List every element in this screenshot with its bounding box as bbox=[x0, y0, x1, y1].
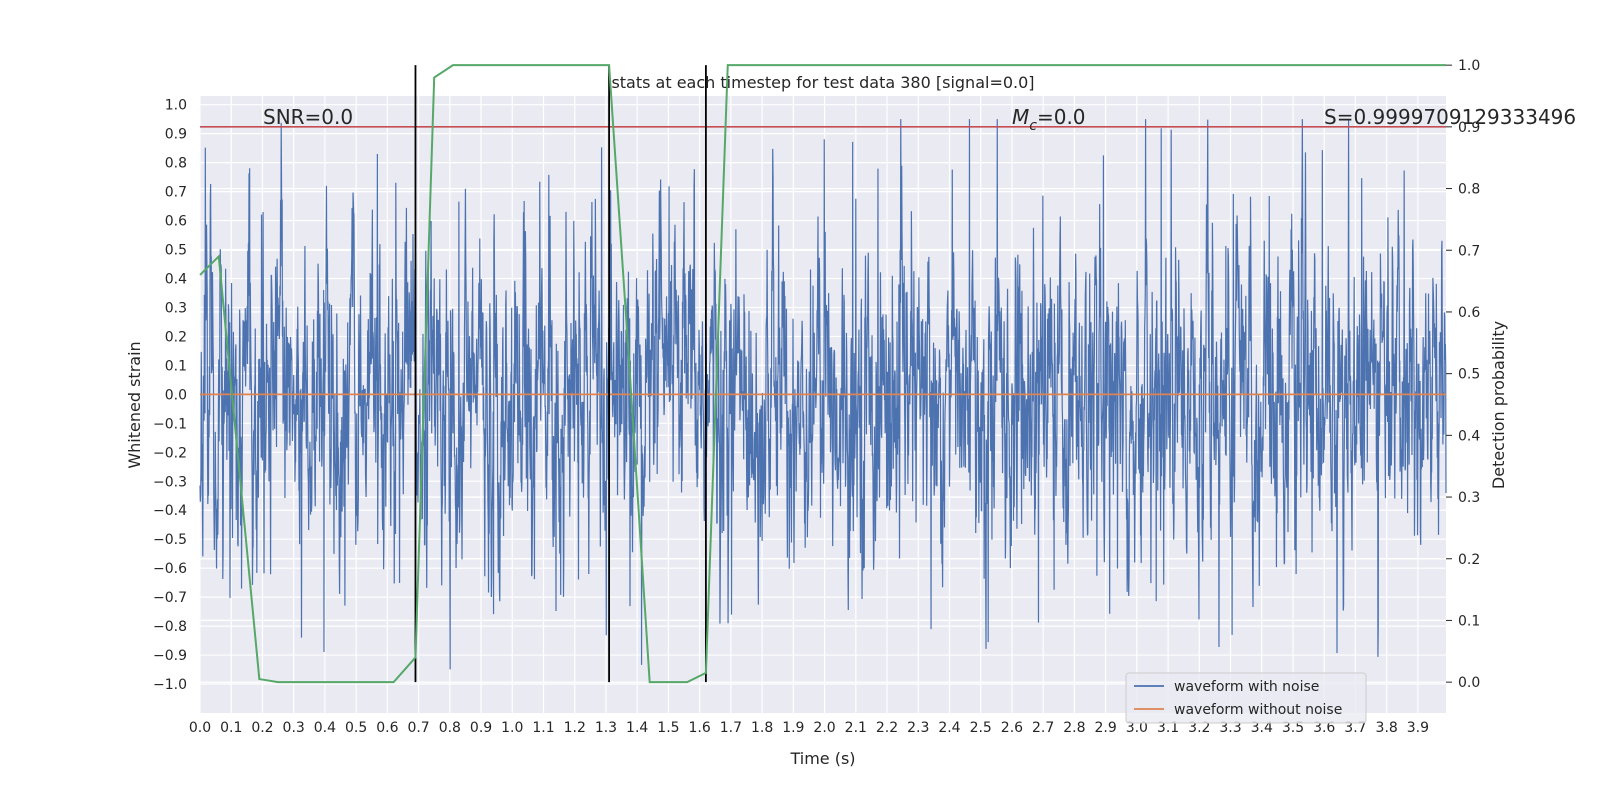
x-tick-label: 1.2 bbox=[564, 720, 586, 736]
x-tick-label: 0.1 bbox=[220, 720, 242, 736]
x-tick-label: 3.2 bbox=[1188, 720, 1210, 736]
y2-tick-label: 0.6 bbox=[1458, 305, 1480, 321]
y2-tick-label: 1.0 bbox=[1458, 58, 1480, 74]
y-tick-label: −0.4 bbox=[153, 503, 187, 519]
x-tick-label: 3.6 bbox=[1313, 720, 1335, 736]
y-tick-label: 0.5 bbox=[165, 243, 187, 259]
y-tick-label: −0.9 bbox=[153, 648, 187, 664]
x-tick-label: 0.2 bbox=[251, 720, 273, 736]
x-tick-label: 2.0 bbox=[813, 720, 835, 736]
x-tick-label: 3.0 bbox=[1126, 720, 1148, 736]
mc-value: =0.0 bbox=[1037, 105, 1086, 129]
y-tick-label: −0.3 bbox=[153, 474, 187, 490]
y2-tick-label: 0.5 bbox=[1458, 367, 1480, 383]
y2-tick-labels: 1.0 0.9 0.8 0.7 0.6 0.5 0.4 0.3 0.2 0.1 0.0 bbox=[1446, 58, 1480, 691]
y2-tick-label: 0.8 bbox=[1458, 182, 1480, 198]
x-tick-label: 3.3 bbox=[1219, 720, 1241, 736]
legend: waveform with noise waveform without noi… bbox=[1125, 672, 1367, 724]
chart-title: stats at each timestep for test data 380… bbox=[611, 73, 1034, 92]
x-axis-label: Time (s) bbox=[789, 749, 855, 768]
x-tick-label: 0.7 bbox=[407, 720, 429, 736]
x-tick-label: 2.2 bbox=[876, 720, 898, 736]
x-tick-label: 2.1 bbox=[845, 720, 867, 736]
y2-tick-label: 0.2 bbox=[1458, 552, 1480, 568]
y2-tick-label: 0.4 bbox=[1458, 428, 1480, 444]
x-tick-label: 3.7 bbox=[1344, 720, 1366, 736]
y2-tick-label: 0.7 bbox=[1458, 243, 1480, 259]
x-tick-label: 3.5 bbox=[1282, 720, 1304, 736]
x-tick-labels: 0.0 0.1 0.2 0.3 0.4 0.5 0.6 0.7 0.8 0.9 1.0 1.1 1.2 1… bbox=[189, 720, 1429, 736]
legend-label-noise: waveform with noise bbox=[1174, 679, 1319, 695]
x-tick-label: 2.7 bbox=[1032, 720, 1054, 736]
x-tick-label: 1.6 bbox=[689, 720, 711, 736]
mc-annotation: Mc=0.0 bbox=[1012, 105, 1086, 134]
y-tick-label: 0.1 bbox=[165, 358, 187, 374]
y-tick-label: 0.8 bbox=[165, 156, 187, 172]
x-tick-label: 1.8 bbox=[751, 720, 773, 736]
y2-tick-label: 0.3 bbox=[1458, 490, 1480, 506]
y-tick-label: −0.5 bbox=[153, 532, 187, 548]
x-tick-label: 0.5 bbox=[345, 720, 367, 736]
x-tick-label: 0.8 bbox=[439, 720, 461, 736]
x-tick-label: 1.3 bbox=[595, 720, 617, 736]
x-tick-label: 3.9 bbox=[1407, 720, 1429, 736]
y2-axis-label: Detection probability bbox=[1489, 321, 1508, 489]
x-tick-label: 3.8 bbox=[1376, 720, 1398, 736]
x-tick-label: 0.3 bbox=[283, 720, 305, 736]
y-tick-label: −0.2 bbox=[153, 445, 187, 461]
x-tick-label: 1.4 bbox=[626, 720, 648, 736]
x-tick-label: 2.4 bbox=[938, 720, 960, 736]
x-tick-label: 1.9 bbox=[782, 720, 804, 736]
y2-tick-label: 0.9 bbox=[1458, 120, 1480, 136]
y-axis-label: Whitened strain bbox=[125, 341, 144, 468]
y-tick-label: −0.6 bbox=[153, 561, 187, 577]
x-tick-label: 2.6 bbox=[1001, 720, 1023, 736]
y-tick-labels: 1.0 0.9 0.8 0.7 0.6 0.5 0.4 0.3 0.2 0.1 0.0 −0.1 −0.… bbox=[153, 98, 187, 693]
y2-tick-label: 0.0 bbox=[1458, 675, 1480, 691]
y-tick-label: 0.7 bbox=[165, 185, 187, 201]
y-tick-label: −1.0 bbox=[153, 677, 187, 693]
x-tick-label: 3.1 bbox=[1157, 720, 1179, 736]
x-tick-label: 2.5 bbox=[970, 720, 992, 736]
y-tick-label: −0.1 bbox=[153, 416, 187, 432]
series-detection-probability bbox=[199, 64, 1446, 684]
legend-box bbox=[1125, 672, 1367, 724]
x-tick-label: 1.1 bbox=[532, 720, 554, 736]
s-annotation: S=0.9999709129333496 bbox=[1324, 105, 1576, 129]
x-tick-label: 0.9 bbox=[470, 720, 492, 736]
x-tick-label: 3.4 bbox=[1251, 720, 1273, 736]
snr-annotation: SNR=0.0 bbox=[263, 105, 353, 129]
series-waveform-with-noise bbox=[199, 119, 1447, 670]
mc-symbol: M bbox=[1012, 105, 1029, 129]
y-tick-label: −0.8 bbox=[153, 619, 187, 635]
x-tick-label: 2.9 bbox=[1094, 720, 1116, 736]
mc-subscript: c bbox=[1029, 118, 1037, 134]
y2-tick-label: 0.1 bbox=[1458, 613, 1480, 629]
y-tick-label: 0.3 bbox=[165, 300, 187, 316]
x-tick-label: 2.3 bbox=[907, 720, 929, 736]
y-gridlines bbox=[200, 104, 1446, 685]
x-tick-label: 1.7 bbox=[720, 720, 742, 736]
y-tick-label: 0.2 bbox=[165, 329, 187, 345]
x-tick-label: 0.4 bbox=[314, 720, 336, 736]
y-tick-label: 0.6 bbox=[165, 214, 187, 230]
x-tick-label: 0.6 bbox=[376, 720, 398, 736]
legend-label-clean: waveform without noise bbox=[1174, 702, 1342, 718]
y-tick-label: −0.7 bbox=[153, 590, 187, 606]
x-tick-label: 0.0 bbox=[189, 720, 211, 736]
vertical-markers bbox=[414, 65, 707, 683]
x-tick-label: 1.0 bbox=[501, 720, 523, 736]
x-tick-label: 2.8 bbox=[1063, 720, 1085, 736]
y-tick-label: 0.9 bbox=[165, 127, 187, 143]
y-tick-label: 1.0 bbox=[165, 98, 187, 114]
y-tick-label: 0.0 bbox=[165, 387, 187, 403]
x-tick-label: 1.5 bbox=[657, 720, 679, 736]
y-tick-label: 0.4 bbox=[165, 271, 187, 287]
